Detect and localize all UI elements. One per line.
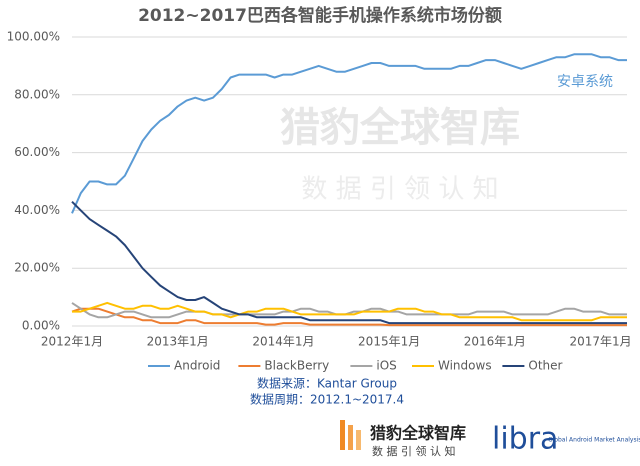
x-tick-label: 2014年1月 (252, 335, 314, 349)
series-line (71, 53, 627, 214)
period: 数据周期：2012.1~2017.4 (250, 392, 404, 407)
legend-label: Windows (438, 359, 492, 373)
logo-bar (340, 420, 345, 450)
legend-label: Other (528, 359, 562, 373)
legend-label: BlackBerry (264, 359, 329, 373)
series-line (71, 307, 627, 327)
x-tick-label: 2015年1月 (358, 335, 420, 349)
footer-logo-text: libra (492, 422, 558, 457)
x-tick-label: 2017年1月 (569, 335, 631, 349)
x-tick-label: 2013年1月 (147, 335, 209, 349)
y-tick-label: 80.00% (14, 87, 60, 101)
watermark-title: 猎豹全球智库 (280, 105, 520, 151)
source: 数据来源：Kantar Group (257, 376, 397, 391)
legend: Android BlackBerry iOS Windows Other (148, 359, 563, 373)
y-tick-label: 20.00% (14, 261, 60, 275)
y-tick-label: 40.00% (14, 203, 60, 217)
series-line (71, 200, 627, 325)
legend-label: iOS (376, 359, 396, 373)
annotation: 安卓系统 (557, 74, 613, 90)
series-line (72, 301, 627, 322)
chart-title: 2012~2017巴西各智能手机操作系统市场份额 (138, 5, 502, 26)
footer-logo-caption: Global Android Market Analysis Platform (548, 437, 640, 444)
watermark-subtitle: 数 据 引 领 认 知 (301, 175, 498, 205)
legend-label: Android (174, 359, 220, 373)
x-tick-label: 2012年1月 (41, 335, 103, 349)
footer-brand: 猎豹全球智库 (370, 424, 466, 443)
logo-bar (356, 430, 361, 450)
y-tick-label: 0.00% (22, 319, 60, 333)
footer-slogan: 数 据 引 领 认 知 (372, 444, 455, 458)
y-tick-label: 100.00% (7, 30, 60, 44)
series-line (71, 302, 627, 319)
logo-bar (348, 425, 353, 450)
x-tick-label: 2016年1月 (464, 335, 526, 349)
footer-logo (340, 420, 361, 450)
y-tick-label: 60.00% (14, 145, 60, 159)
